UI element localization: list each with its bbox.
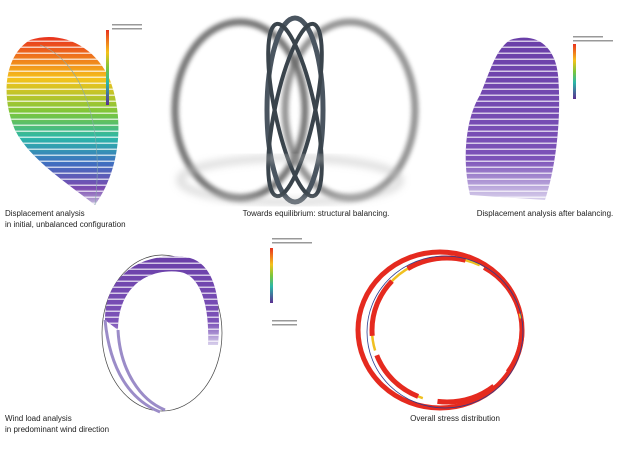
wind-load <box>101 238 312 414</box>
caption: Overall stress distribution <box>410 414 500 423</box>
structural-balancing <box>171 15 419 205</box>
caption: in predominant wind direction <box>5 425 109 434</box>
caption: Wind load analysis <box>5 414 72 423</box>
stress-distribution <box>355 249 525 411</box>
caption: Displacement analysis after balancing. <box>477 209 614 218</box>
displacement-initial <box>6 24 142 206</box>
displacement-balanced <box>465 36 613 200</box>
caption: Displacement analysis <box>5 209 85 218</box>
caption: in initial, unbalanced configuration <box>5 220 126 229</box>
caption: Towards equilibrium: structural balancin… <box>243 209 390 218</box>
